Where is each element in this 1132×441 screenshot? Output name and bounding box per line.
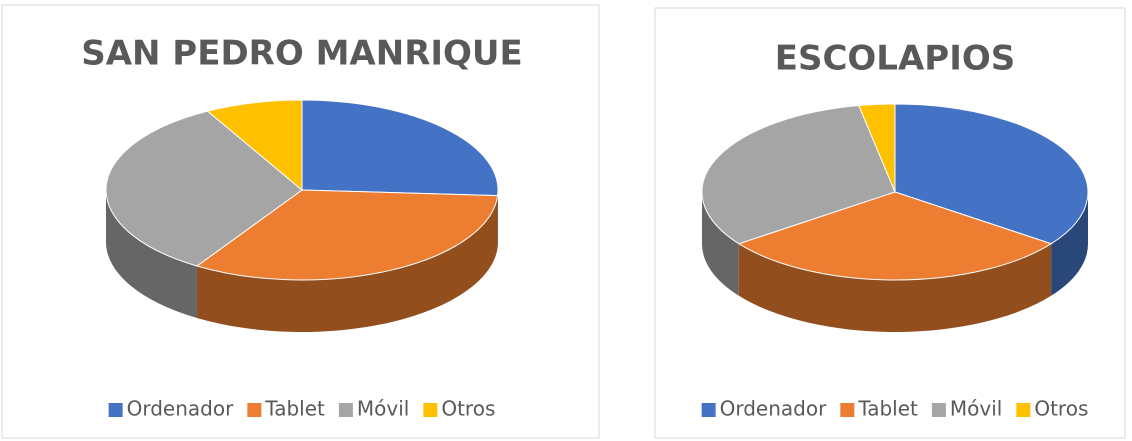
- slice: [105, 110, 303, 267]
- legend-label: Tablet: [857, 397, 918, 421]
- legend-label: Otros: [1034, 397, 1088, 421]
- slice-side: [738, 243, 1052, 332]
- legend-swatch: [931, 403, 946, 417]
- legend-label: Móvil: [950, 397, 1002, 421]
- legend-swatch: [108, 403, 123, 417]
- slice: [858, 103, 896, 193]
- slice: [737, 191, 1053, 281]
- legend-swatch: [423, 403, 438, 417]
- slice: [894, 103, 1089, 245]
- legend: Ordenador Tablet Móvil Otros: [108, 397, 495, 421]
- slice-side: [1051, 192, 1088, 296]
- chart-title: SAN PEDRO MANRIQUE: [81, 34, 523, 74]
- slice-side: [106, 190, 197, 318]
- legend-swatch: [1016, 403, 1031, 417]
- slice: [206, 99, 303, 192]
- legend-swatch: [247, 403, 262, 417]
- slice: [701, 105, 896, 245]
- chart-title: ESCOLAPIOS: [775, 39, 1016, 79]
- slice: [301, 99, 499, 197]
- slice-side: [702, 192, 739, 296]
- legend-swatch: [701, 403, 716, 417]
- legend-label: Otros: [441, 397, 495, 421]
- legend: Ordenador Tablet Móvil Otros: [701, 397, 1088, 421]
- legend-swatch: [840, 403, 855, 417]
- legend-label: Ordenador: [127, 397, 234, 421]
- legend-swatch: [338, 403, 353, 417]
- legend-label: Ordenador: [720, 397, 827, 421]
- slice: [195, 189, 499, 281]
- legend-label: Tablet: [264, 397, 325, 421]
- legend-label: Móvil: [357, 397, 409, 421]
- slice-side: [196, 195, 498, 332]
